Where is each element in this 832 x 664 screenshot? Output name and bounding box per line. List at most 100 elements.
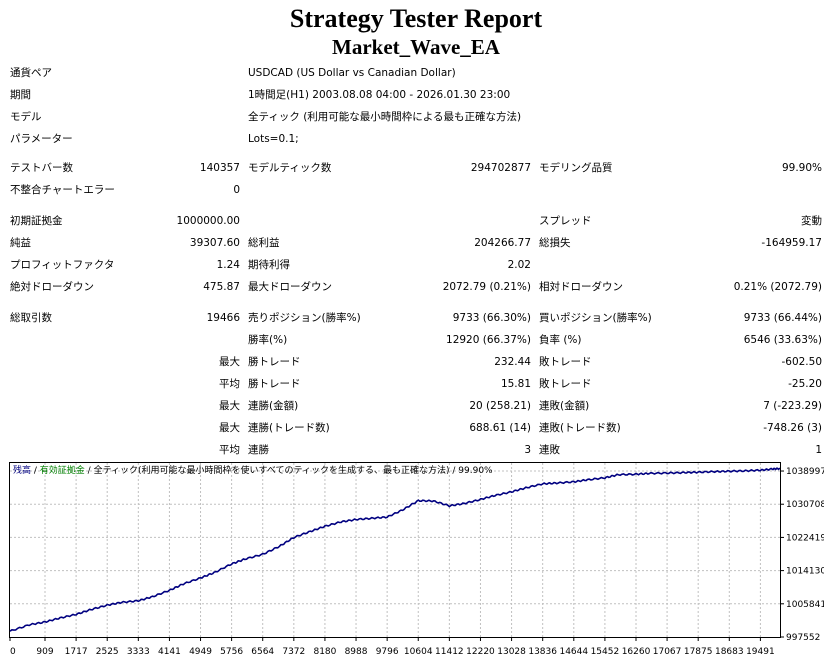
avg-cons-losses-label: 連敗 bbox=[539, 444, 560, 456]
avg-cons-wins-value: 3 bbox=[524, 444, 531, 456]
cons-wins-amount-label: 連勝(金額) bbox=[248, 400, 299, 412]
expected-payoff-label: 期待利得 bbox=[248, 259, 290, 271]
bars-label: テストバー数 bbox=[10, 162, 73, 174]
balance-line bbox=[9, 467, 781, 632]
net-profit-label: 純益 bbox=[10, 237, 31, 249]
balance-chart: 997552 1005841 1014130 1022419 1030708 103899… bbox=[9, 462, 824, 659]
gross-profit-label: 総利益 bbox=[248, 237, 280, 249]
report-title: Strategy Tester Report bbox=[289, 4, 543, 33]
net-profit-value: 39307.60 bbox=[189, 237, 240, 249]
average-loss-value: -25.20 bbox=[788, 378, 822, 390]
short-positions-label: 売りポジション(勝率%) bbox=[248, 312, 361, 324]
x-tick-label: 14644 bbox=[559, 647, 588, 657]
x-tick-label: 8988 bbox=[345, 647, 368, 657]
spread-value: 変動 bbox=[801, 215, 822, 227]
long-positions-value: 9733 (66.44%) bbox=[743, 312, 822, 324]
cons-losses-amount-value: 7 (-223.29) bbox=[763, 400, 822, 412]
average-win-label: 勝トレード bbox=[248, 378, 301, 390]
chart-legend: 残高 / 有効証拠金 / 全ティック(利用可能な最小時間枠を使いすべてのティック… bbox=[13, 465, 493, 477]
x-tick-label: 8180 bbox=[313, 647, 336, 657]
y-tick-label: 1022419 bbox=[786, 533, 824, 543]
expected-payoff-value: 2.02 bbox=[507, 259, 531, 271]
x-tick-label: 0 bbox=[10, 647, 16, 657]
period-label: 期間 bbox=[10, 89, 31, 101]
largest-loss-label: 敗トレード bbox=[539, 356, 592, 368]
x-tick-label: 16260 bbox=[622, 647, 651, 657]
cons-wins-amount-value: 20 (258.21) bbox=[469, 400, 531, 412]
x-axis: 0 909 1717 2525 3333 4141 4949 5756 6564 7372 8180… bbox=[9, 637, 775, 657]
x-tick-label: 13836 bbox=[528, 647, 557, 657]
chart-frame bbox=[9, 462, 781, 638]
quality-label: モデリング品質 bbox=[539, 162, 613, 174]
chart-plot bbox=[9, 467, 781, 632]
avg-cons-losses-value: 1 bbox=[815, 444, 822, 456]
largest-loss-value: -602.50 bbox=[781, 356, 822, 368]
errors-label: 不整合チャートエラー bbox=[10, 184, 115, 196]
cons-wins-count-value: 688.61 (14) bbox=[469, 422, 531, 434]
period-value: 1時間足(H1) 2003.08.08 04:00 - 2026.01.30 2… bbox=[248, 89, 511, 101]
relative-drawdown-value: 0.21% (2072.79) bbox=[733, 281, 822, 293]
model-value: 全ティック (利用可能な最小時間枠による最も正確な方法) bbox=[248, 111, 522, 123]
x-tick-label: 17875 bbox=[684, 647, 713, 657]
average-loss-label: 敗トレード bbox=[539, 378, 592, 390]
x-tick-label: 10604 bbox=[404, 647, 433, 657]
x-tick-label: 18683 bbox=[715, 647, 744, 657]
legend-quality: 99.90% bbox=[458, 466, 493, 476]
absolute-drawdown-value: 475.87 bbox=[203, 281, 240, 293]
x-tick-label: 17067 bbox=[653, 647, 682, 657]
legend-equity: 有効証拠金 bbox=[39, 466, 85, 476]
profit-factor-label: プロフィットファクタ bbox=[10, 259, 115, 271]
y-tick-label: 1030708 bbox=[786, 500, 824, 510]
win-rate-label: 勝率(%) bbox=[248, 334, 288, 346]
x-tick-label: 4949 bbox=[189, 647, 212, 657]
average-win-value: 15.81 bbox=[500, 378, 531, 390]
ticks-value: 294702877 bbox=[470, 162, 531, 174]
largest-win-label: 勝トレード bbox=[248, 356, 301, 368]
avg-cons-prefix: 平均 bbox=[219, 444, 240, 456]
x-tick-label: 13028 bbox=[497, 647, 526, 657]
max-cons-count-prefix: 最大 bbox=[219, 422, 240, 434]
x-tick-label: 9796 bbox=[376, 647, 399, 657]
legend-separator: / bbox=[31, 466, 40, 476]
gross-loss-label: 総損失 bbox=[539, 237, 571, 249]
initial-deposit-value: 1000000.00 bbox=[176, 215, 240, 227]
x-tick-label: 19491 bbox=[746, 647, 775, 657]
largest-win-value: 232.44 bbox=[494, 356, 531, 368]
parameters-label: パラメーター bbox=[10, 133, 73, 145]
quality-value: 99.90% bbox=[781, 162, 822, 174]
balance-chart-svg: 997552 1005841 1014130 1022419 1030708 103899… bbox=[9, 462, 824, 657]
ticks-label: モデルティック数 bbox=[248, 162, 332, 174]
x-tick-label: 3333 bbox=[127, 647, 150, 657]
symbol-value: USDCAD (US Dollar vs Canadian Dollar) bbox=[248, 67, 456, 79]
legend-separator: / bbox=[449, 466, 459, 476]
x-tick-label: 7372 bbox=[282, 647, 305, 657]
legend-separator: / bbox=[84, 466, 94, 476]
x-tick-label: 15452 bbox=[591, 647, 620, 657]
gross-profit-value: 204266.77 bbox=[474, 237, 531, 249]
profit-factor-value: 1.24 bbox=[216, 259, 240, 271]
max-cons-amount-prefix: 最大 bbox=[219, 400, 240, 412]
x-tick-label: 5756 bbox=[220, 647, 243, 657]
cons-wins-count-label: 連勝(トレード数) bbox=[248, 422, 330, 434]
loss-rate-value: 6546 (33.63%) bbox=[743, 334, 822, 346]
average-prefix: 平均 bbox=[219, 378, 240, 390]
absolute-drawdown-label: 絶対ドローダウン bbox=[10, 281, 94, 293]
chart-grid bbox=[10, 463, 780, 637]
total-trades-value: 19466 bbox=[206, 312, 240, 324]
report-subtitle: Market_Wave_EA bbox=[332, 35, 500, 59]
max-drawdown-label: 最大ドローダウン bbox=[248, 281, 332, 293]
y-axis: 997552 1005841 1014130 1022419 1030708 103899… bbox=[780, 467, 824, 643]
bars-value: 140357 bbox=[199, 162, 240, 174]
x-tick-label: 2525 bbox=[96, 647, 119, 657]
errors-value: 0 bbox=[233, 184, 240, 196]
y-tick-label: 1005841 bbox=[786, 600, 824, 610]
total-trades-label: 総取引数 bbox=[10, 312, 52, 324]
short-positions-value: 9733 (66.30%) bbox=[452, 312, 531, 324]
relative-drawdown-label: 相対ドローダウン bbox=[539, 281, 623, 293]
initial-deposit-label: 初期証拠金 bbox=[10, 215, 63, 227]
loss-rate-label: 負率 (%) bbox=[539, 334, 582, 346]
legend-model: 全ティック(利用可能な最小時間枠を使いすべてのティックを生成する、最も正確な方法… bbox=[93, 466, 450, 476]
x-tick-label: 11412 bbox=[435, 647, 464, 657]
max-drawdown-value: 2072.79 (0.21%) bbox=[442, 281, 531, 293]
x-tick-label: 12220 bbox=[466, 647, 495, 657]
